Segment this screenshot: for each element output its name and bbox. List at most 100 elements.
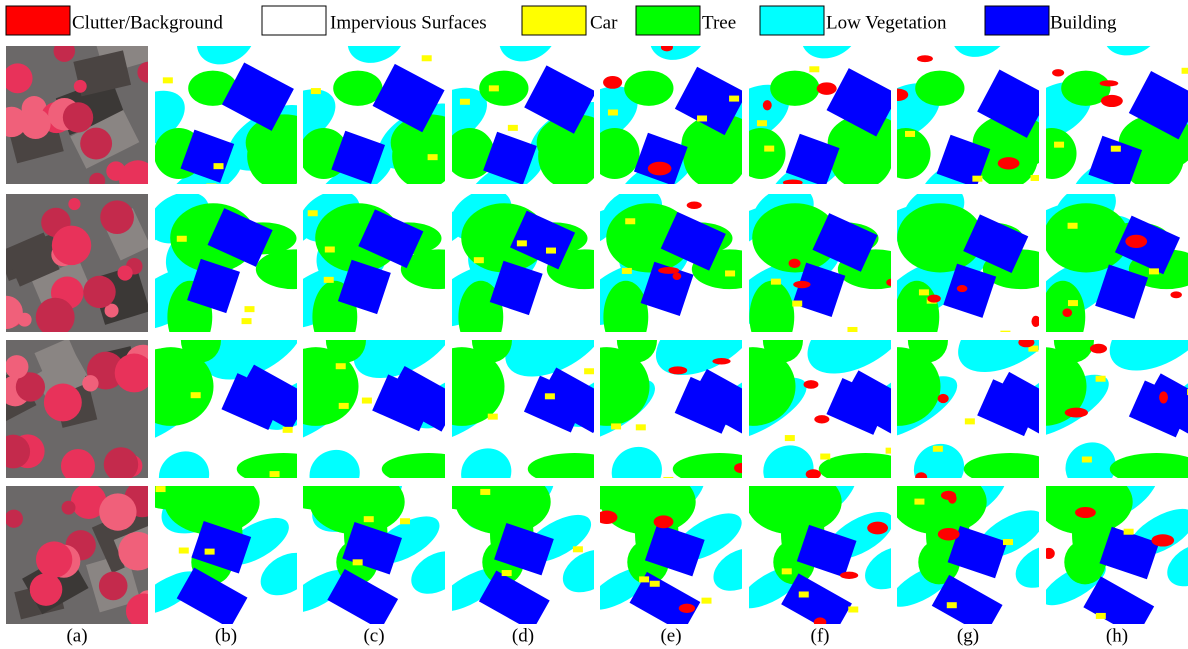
tree <box>897 347 941 426</box>
car <box>282 426 293 433</box>
tree <box>600 347 650 426</box>
car <box>459 98 470 105</box>
legend-swatch <box>5 5 71 36</box>
car <box>1030 174 1039 181</box>
clutter <box>840 571 859 580</box>
vegetation <box>6 355 29 379</box>
tile <box>303 486 445 624</box>
clutter <box>658 267 680 274</box>
building <box>977 69 1039 138</box>
tile-content <box>600 194 742 332</box>
tree <box>536 114 594 172</box>
car <box>611 423 622 430</box>
vegetation <box>43 383 82 422</box>
car <box>770 278 781 285</box>
car <box>307 210 318 217</box>
vegetation <box>35 297 75 332</box>
low-veg <box>353 340 445 379</box>
legend-label: Clutter/Background <box>72 12 223 33</box>
panel-label: (a) <box>66 625 87 646</box>
tile-content <box>6 486 148 624</box>
car <box>363 516 374 523</box>
clutter <box>997 157 1020 170</box>
building <box>489 260 543 316</box>
low-veg <box>611 446 662 478</box>
building <box>221 62 294 131</box>
building <box>660 211 726 271</box>
low-veg <box>347 46 406 63</box>
roof <box>34 340 88 398</box>
tile <box>1046 486 1188 624</box>
tile <box>749 486 891 624</box>
car <box>621 267 632 274</box>
tile-content <box>600 46 742 184</box>
building <box>1141 373 1188 439</box>
clutter <box>762 100 772 111</box>
vegetation <box>29 573 63 606</box>
car <box>972 175 983 182</box>
car <box>473 257 484 264</box>
car <box>545 247 556 254</box>
vegetation <box>82 375 99 392</box>
clutter <box>678 603 696 613</box>
low-veg <box>452 568 502 612</box>
tile-content <box>600 486 742 624</box>
tile <box>600 340 742 478</box>
car <box>1081 456 1092 463</box>
tree <box>255 249 297 290</box>
vegetation <box>73 79 87 93</box>
building <box>1083 576 1155 624</box>
low-veg <box>1109 340 1188 371</box>
tile-content <box>155 46 297 184</box>
low-veg <box>158 451 210 478</box>
panel-label: (h) <box>1106 625 1128 646</box>
vegetation <box>89 172 106 184</box>
car <box>764 145 775 152</box>
car <box>1181 67 1188 74</box>
car <box>756 120 767 127</box>
car <box>190 392 201 399</box>
building <box>826 68 891 137</box>
tile <box>897 340 1039 478</box>
car <box>932 445 943 452</box>
tile-content <box>303 46 445 184</box>
tree <box>452 347 505 426</box>
building <box>358 209 424 269</box>
tile-content <box>452 340 594 478</box>
legend-swatch <box>635 5 701 36</box>
panel-label: (b) <box>215 625 237 646</box>
low-veg <box>1065 442 1116 478</box>
tile-content <box>452 486 594 624</box>
car <box>1110 145 1121 152</box>
car <box>204 548 215 555</box>
clutter <box>1159 391 1168 404</box>
clutter <box>1099 80 1119 87</box>
car <box>206 183 217 184</box>
building <box>1095 264 1149 319</box>
clutter <box>813 617 827 624</box>
tree <box>672 453 742 478</box>
building <box>176 567 248 624</box>
low-veg <box>499 46 558 62</box>
building <box>633 132 688 184</box>
tile <box>749 46 891 184</box>
panel-label: (e) <box>660 625 681 646</box>
clutter <box>1089 343 1108 354</box>
clutter <box>1052 69 1065 77</box>
building <box>936 134 991 184</box>
vegetation <box>99 493 137 531</box>
vegetation <box>104 303 119 318</box>
car <box>848 606 859 613</box>
car <box>244 306 255 313</box>
vegetation <box>118 531 148 571</box>
legend-swatch <box>261 5 327 36</box>
car <box>544 393 555 400</box>
building <box>1099 526 1160 580</box>
vegetation <box>83 275 116 309</box>
tree <box>381 453 445 478</box>
tile <box>6 486 148 624</box>
vegetation <box>68 198 81 211</box>
car <box>324 246 335 253</box>
tree <box>1046 127 1077 179</box>
